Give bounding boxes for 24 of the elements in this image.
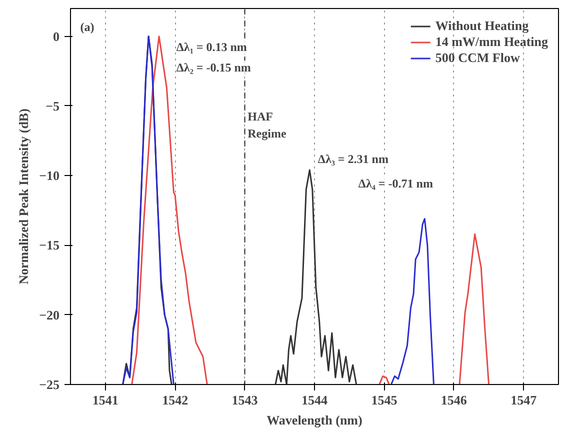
y-tick-label: −5 <box>46 98 60 114</box>
y-tick-label: −10 <box>39 168 60 184</box>
annotation: HAF Regime <box>248 110 287 140</box>
legend-label: Without Heating <box>435 18 529 34</box>
x-tick-label: 1546 <box>440 392 468 408</box>
x-tick-label: 1541 <box>92 392 118 408</box>
annotation: (a) <box>80 20 94 34</box>
annotation: Δλ₂ = -0.15 nm <box>176 60 251 75</box>
x-tick-label: 1545 <box>371 392 398 408</box>
legend-label: 500 CCM Flow <box>435 50 520 66</box>
x-tick-label: 1542 <box>162 392 188 408</box>
y-tick-label: 0 <box>53 28 60 44</box>
y-tick-label: −25 <box>39 377 60 392</box>
y-tick-label: −15 <box>39 238 60 253</box>
x-tick-label: 1543 <box>232 392 258 408</box>
x-axis-title: Wavelength (nm) <box>266 412 362 428</box>
x-tick-label: 1547 <box>510 392 538 408</box>
y-axis-title: Normalized Peak Intensity (dB) <box>16 108 32 284</box>
y-tick-label: −20 <box>39 307 60 322</box>
x-tick-label: 1544 <box>302 392 328 408</box>
annotation: Δλ₄ = -0.71 nm <box>358 176 433 190</box>
annotation: Δλ₃ = 2.31 nm <box>318 152 388 166</box>
legend-label: 14 mW/mm Heating <box>435 34 548 50</box>
annotation: Δλ₁ = 0.13 nm <box>176 40 247 54</box>
